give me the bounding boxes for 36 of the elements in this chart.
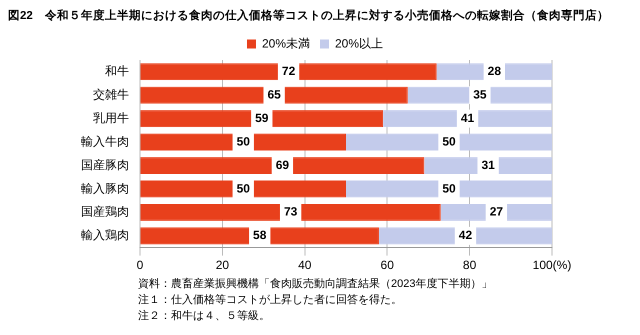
- x-tick-label: 0: [136, 258, 144, 272]
- x-tick-label: 40: [298, 258, 312, 272]
- y-tick-label: 国産豚肉: [81, 158, 129, 172]
- text: 注２：和牛は４、５等級。: [138, 308, 271, 324]
- legend-label: 20%未満: [262, 36, 310, 50]
- legend-label: 20%以上: [335, 36, 384, 50]
- chart-title: 図22 令和５年度上半期における食肉の仕入価格等コストの上昇に対する小売価格への転嫁割合（食肉専門店）: [8, 8, 610, 24]
- y-tick-label: 乳用牛: [93, 110, 129, 125]
- y-tick-label: 輸入豚肉: [81, 181, 129, 196]
- data-label: 50: [442, 181, 456, 196]
- data-label: 73: [284, 204, 298, 219]
- data-label: 58: [253, 228, 267, 242]
- y-tick-label: 交雑牛: [93, 87, 129, 102]
- data-label: 72: [282, 64, 296, 78]
- x-tick-label: 100(%): [532, 258, 572, 272]
- x-tick-label: 60: [380, 258, 394, 272]
- data-label: 65: [267, 87, 282, 102]
- data-label: 50: [442, 134, 456, 148]
- data-label: 59: [255, 110, 269, 125]
- y-tick-label: 国産鶏肉: [81, 204, 129, 219]
- text: 注１：仕入価格等コストが上昇した者に回答を得た。: [138, 292, 403, 308]
- data-label: 27: [490, 204, 504, 219]
- y-tick-label: 輸入牛肉: [81, 134, 129, 148]
- data-label: 69: [276, 158, 290, 172]
- text: 資料：農畜産業振興機構「食肉販売動向調査結果（2023年度下半期）」: [138, 276, 494, 292]
- data-label: 42: [458, 228, 472, 242]
- data-label: 35: [473, 87, 487, 102]
- x-tick-label: 20: [216, 258, 230, 272]
- data-label: 50: [236, 181, 250, 196]
- data-label: 41: [460, 110, 475, 125]
- y-tick-label: 輸入鶏肉: [81, 228, 129, 242]
- x-tick-label: 80: [462, 258, 477, 272]
- y-tick-label: 和牛: [105, 64, 129, 78]
- data-label: 28: [488, 64, 502, 78]
- data-label: 31: [481, 158, 496, 172]
- data-label: 50: [236, 134, 250, 148]
